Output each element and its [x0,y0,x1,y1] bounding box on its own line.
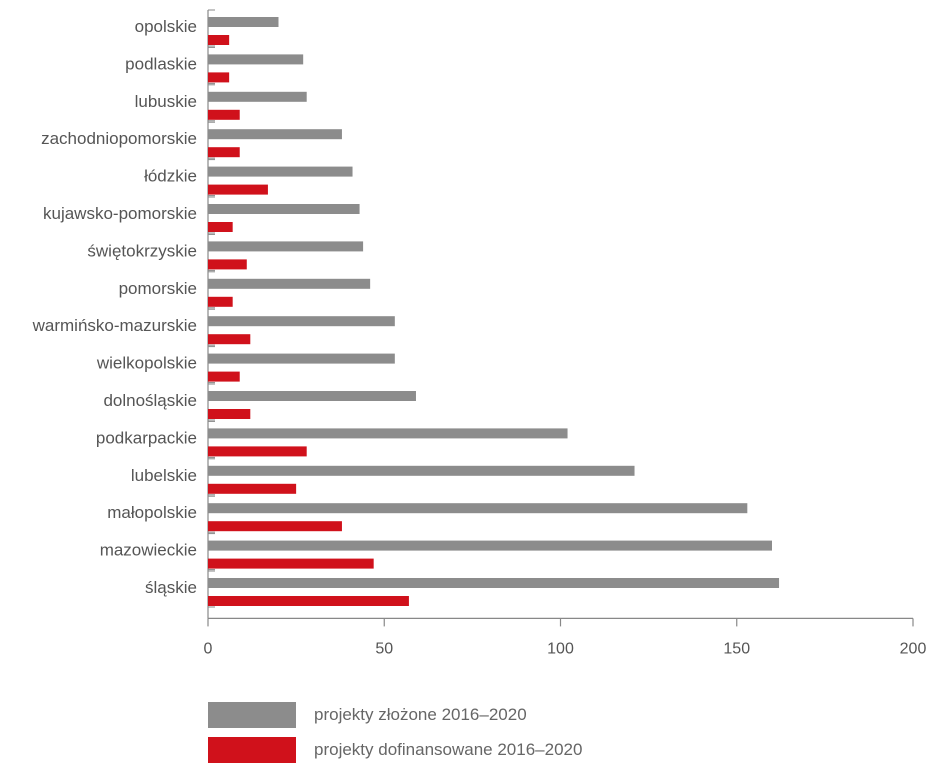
category-label-6: świętokrzyskie [87,241,197,260]
category-label-8: warmińsko-mazurskie [32,316,197,335]
x-tick-label-150: 150 [723,640,750,657]
bar-funded-11 [208,446,307,457]
category-label-7: pomorskie [119,279,197,298]
bar-submitted-8 [208,316,395,327]
bar-submitted-0 [208,17,279,27]
x-tick-label-0: 0 [204,640,213,657]
category-label-14: mazowieckie [100,541,197,560]
bar-funded-1 [208,72,230,83]
x-tick-label-50: 50 [375,640,393,657]
legend-swatch-submitted [208,702,296,728]
bar-submitted-12 [208,465,635,476]
bar-submitted-3 [208,129,342,140]
bar-submitted-4 [208,166,353,177]
bar-funded-14 [208,558,374,569]
bar-submitted-15 [208,578,780,588]
bar-funded-7 [208,296,233,307]
bar-submitted-11 [208,428,568,439]
bar-funded-15 [208,596,409,606]
category-label-3: zachodniopomorskie [41,129,197,148]
bar-funded-0 [208,35,230,45]
bar-funded-4 [208,184,268,195]
legend-item-funded: projekty dofinansowane 2016–2020 [208,737,582,763]
bar-submitted-1 [208,54,304,65]
category-label-0: opolskie [135,17,197,36]
bar-chart: 0 50 100 150 200 opolskie podlaskie lubuskie zac… [32,9,927,657]
bar-funded-3 [208,147,240,158]
bar-submitted-6 [208,241,364,252]
category-label-13: małopolskie [107,503,197,522]
category-label-2: lubuskie [135,92,197,111]
bar-submitted-2 [208,91,307,102]
legend-item-submitted: projekty złożone 2016–2020 [208,702,582,728]
bar-funded-8 [208,334,251,345]
category-label-9: wielkopolskie [96,354,197,373]
legend-label-funded: projekty dofinansowane 2016–2020 [314,740,583,759]
bar-submitted-5 [208,204,360,214]
bar-funded-6 [208,259,247,270]
category-label-4: łódzkie [144,167,197,186]
bar-funded-9 [208,371,240,382]
bar-funded-2 [208,109,240,120]
category-label-11: podkarpackie [96,428,197,447]
bar-submitted-14 [208,540,772,551]
bar-submitted-13 [208,503,748,514]
legend-swatch-funded [208,737,296,763]
bar-funded-12 [208,483,297,494]
category-label-5: kujawsko-pomorskie [43,204,197,223]
bar-funded-13 [208,521,342,532]
category-label-15: śląskie [145,578,197,597]
bar-submitted-7 [208,278,371,289]
legend: projekty złożone 2016–2020 projekty dofi… [208,702,582,772]
bar-submitted-9 [208,353,395,364]
category-label-1: podlaskie [125,54,197,73]
category-label-10: dolnośląskie [103,391,197,410]
legend-label-submitted: projekty złożone 2016–2020 [314,705,527,724]
x-tick-label-200: 200 [900,640,927,657]
bar-funded-10 [208,409,251,419]
bar-funded-5 [208,222,233,232]
bar-submitted-10 [208,391,416,401]
x-tick-label-100: 100 [547,640,574,657]
category-label-12: lubelskie [131,466,197,485]
